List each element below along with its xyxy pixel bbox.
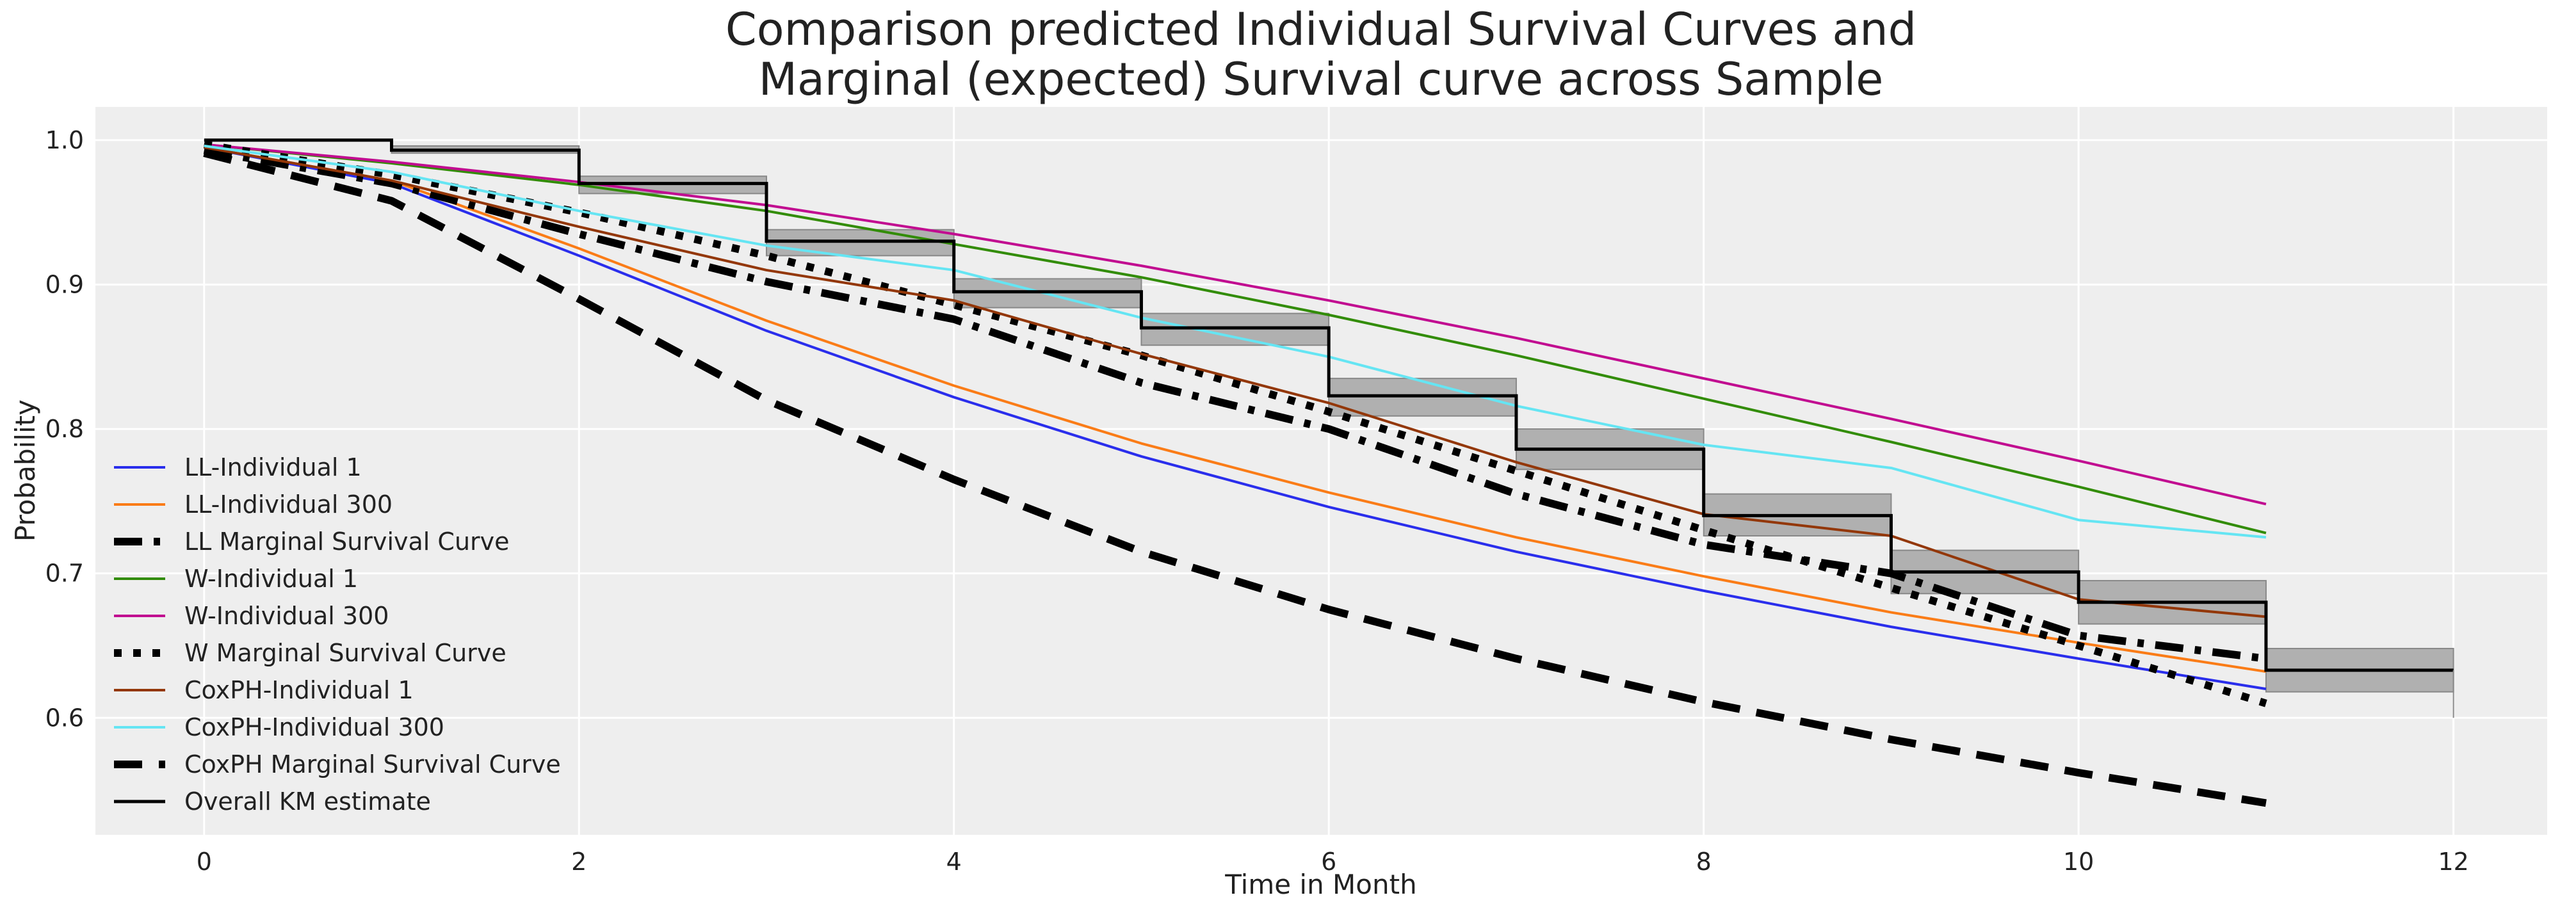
legend-label: W-Individual 300 bbox=[184, 602, 389, 630]
y-tick-label: 0.8 bbox=[45, 415, 84, 443]
x-tick-label: 12 bbox=[2438, 848, 2468, 876]
line-w-individual-1 bbox=[204, 143, 2267, 535]
x-tick-label: 4 bbox=[946, 848, 962, 876]
legend: LL-Individual 1 LL-Individual 300 LL Margi… bbox=[114, 453, 561, 816]
line-coxph-marginal-survival-curve bbox=[203, 149, 2267, 807]
legend-label: CoxPH-Individual 300 bbox=[184, 713, 444, 741]
chart-title-line2: Marginal (expected) Survival curve acros… bbox=[759, 53, 1884, 106]
legend-label: LL-Individual 1 bbox=[184, 453, 362, 481]
legend-label: CoxPH Marginal Survival Curve bbox=[184, 750, 561, 778]
series-lines bbox=[203, 138, 2454, 807]
chart-title-line1: Comparison predicted Individual Survival… bbox=[725, 3, 1916, 56]
legend-label: LL Marginal Survival Curve bbox=[184, 528, 510, 556]
legend-label: W-Individual 1 bbox=[184, 565, 358, 593]
line-overall-km-estimate bbox=[204, 138, 2454, 672]
y-tick-label: 1.0 bbox=[45, 126, 84, 154]
tick-labels: 0 2 4 6 8 10 12 0.6 0.7 0.8 0.9 1.0 bbox=[45, 126, 2469, 876]
legend-label: W Marginal Survival Curve bbox=[184, 639, 506, 667]
x-tick-label: 2 bbox=[571, 848, 587, 876]
line-coxph-individual-1 bbox=[204, 146, 2267, 618]
x-axis-label: Time in Month bbox=[1224, 869, 1416, 900]
x-tick-label: 0 bbox=[197, 848, 212, 876]
line-ll-individual-300 bbox=[204, 146, 2267, 673]
legend-label: CoxPH-Individual 1 bbox=[184, 676, 414, 704]
plot-background bbox=[95, 107, 2547, 835]
line-w-marginal-survival-curve bbox=[203, 140, 2267, 707]
y-tick-label: 0.9 bbox=[45, 270, 84, 298]
y-tick-label: 0.7 bbox=[45, 560, 84, 588]
line-ll-marginal-survival-curve bbox=[203, 146, 2267, 663]
y-tick-label: 0.6 bbox=[45, 704, 84, 732]
y-axis-label: Probability bbox=[10, 399, 41, 542]
x-tick-label: 10 bbox=[2063, 848, 2094, 876]
line-ll-individual-1 bbox=[204, 146, 2267, 691]
legend-label: Overall KM estimate bbox=[184, 787, 431, 816]
line-w-individual-300 bbox=[204, 143, 2267, 506]
x-tick-label: 6 bbox=[1321, 848, 1336, 876]
legend-label: LL-Individual 300 bbox=[184, 490, 393, 519]
line-coxph-individual-300 bbox=[204, 144, 2267, 539]
x-tick-label: 8 bbox=[1696, 848, 1712, 876]
